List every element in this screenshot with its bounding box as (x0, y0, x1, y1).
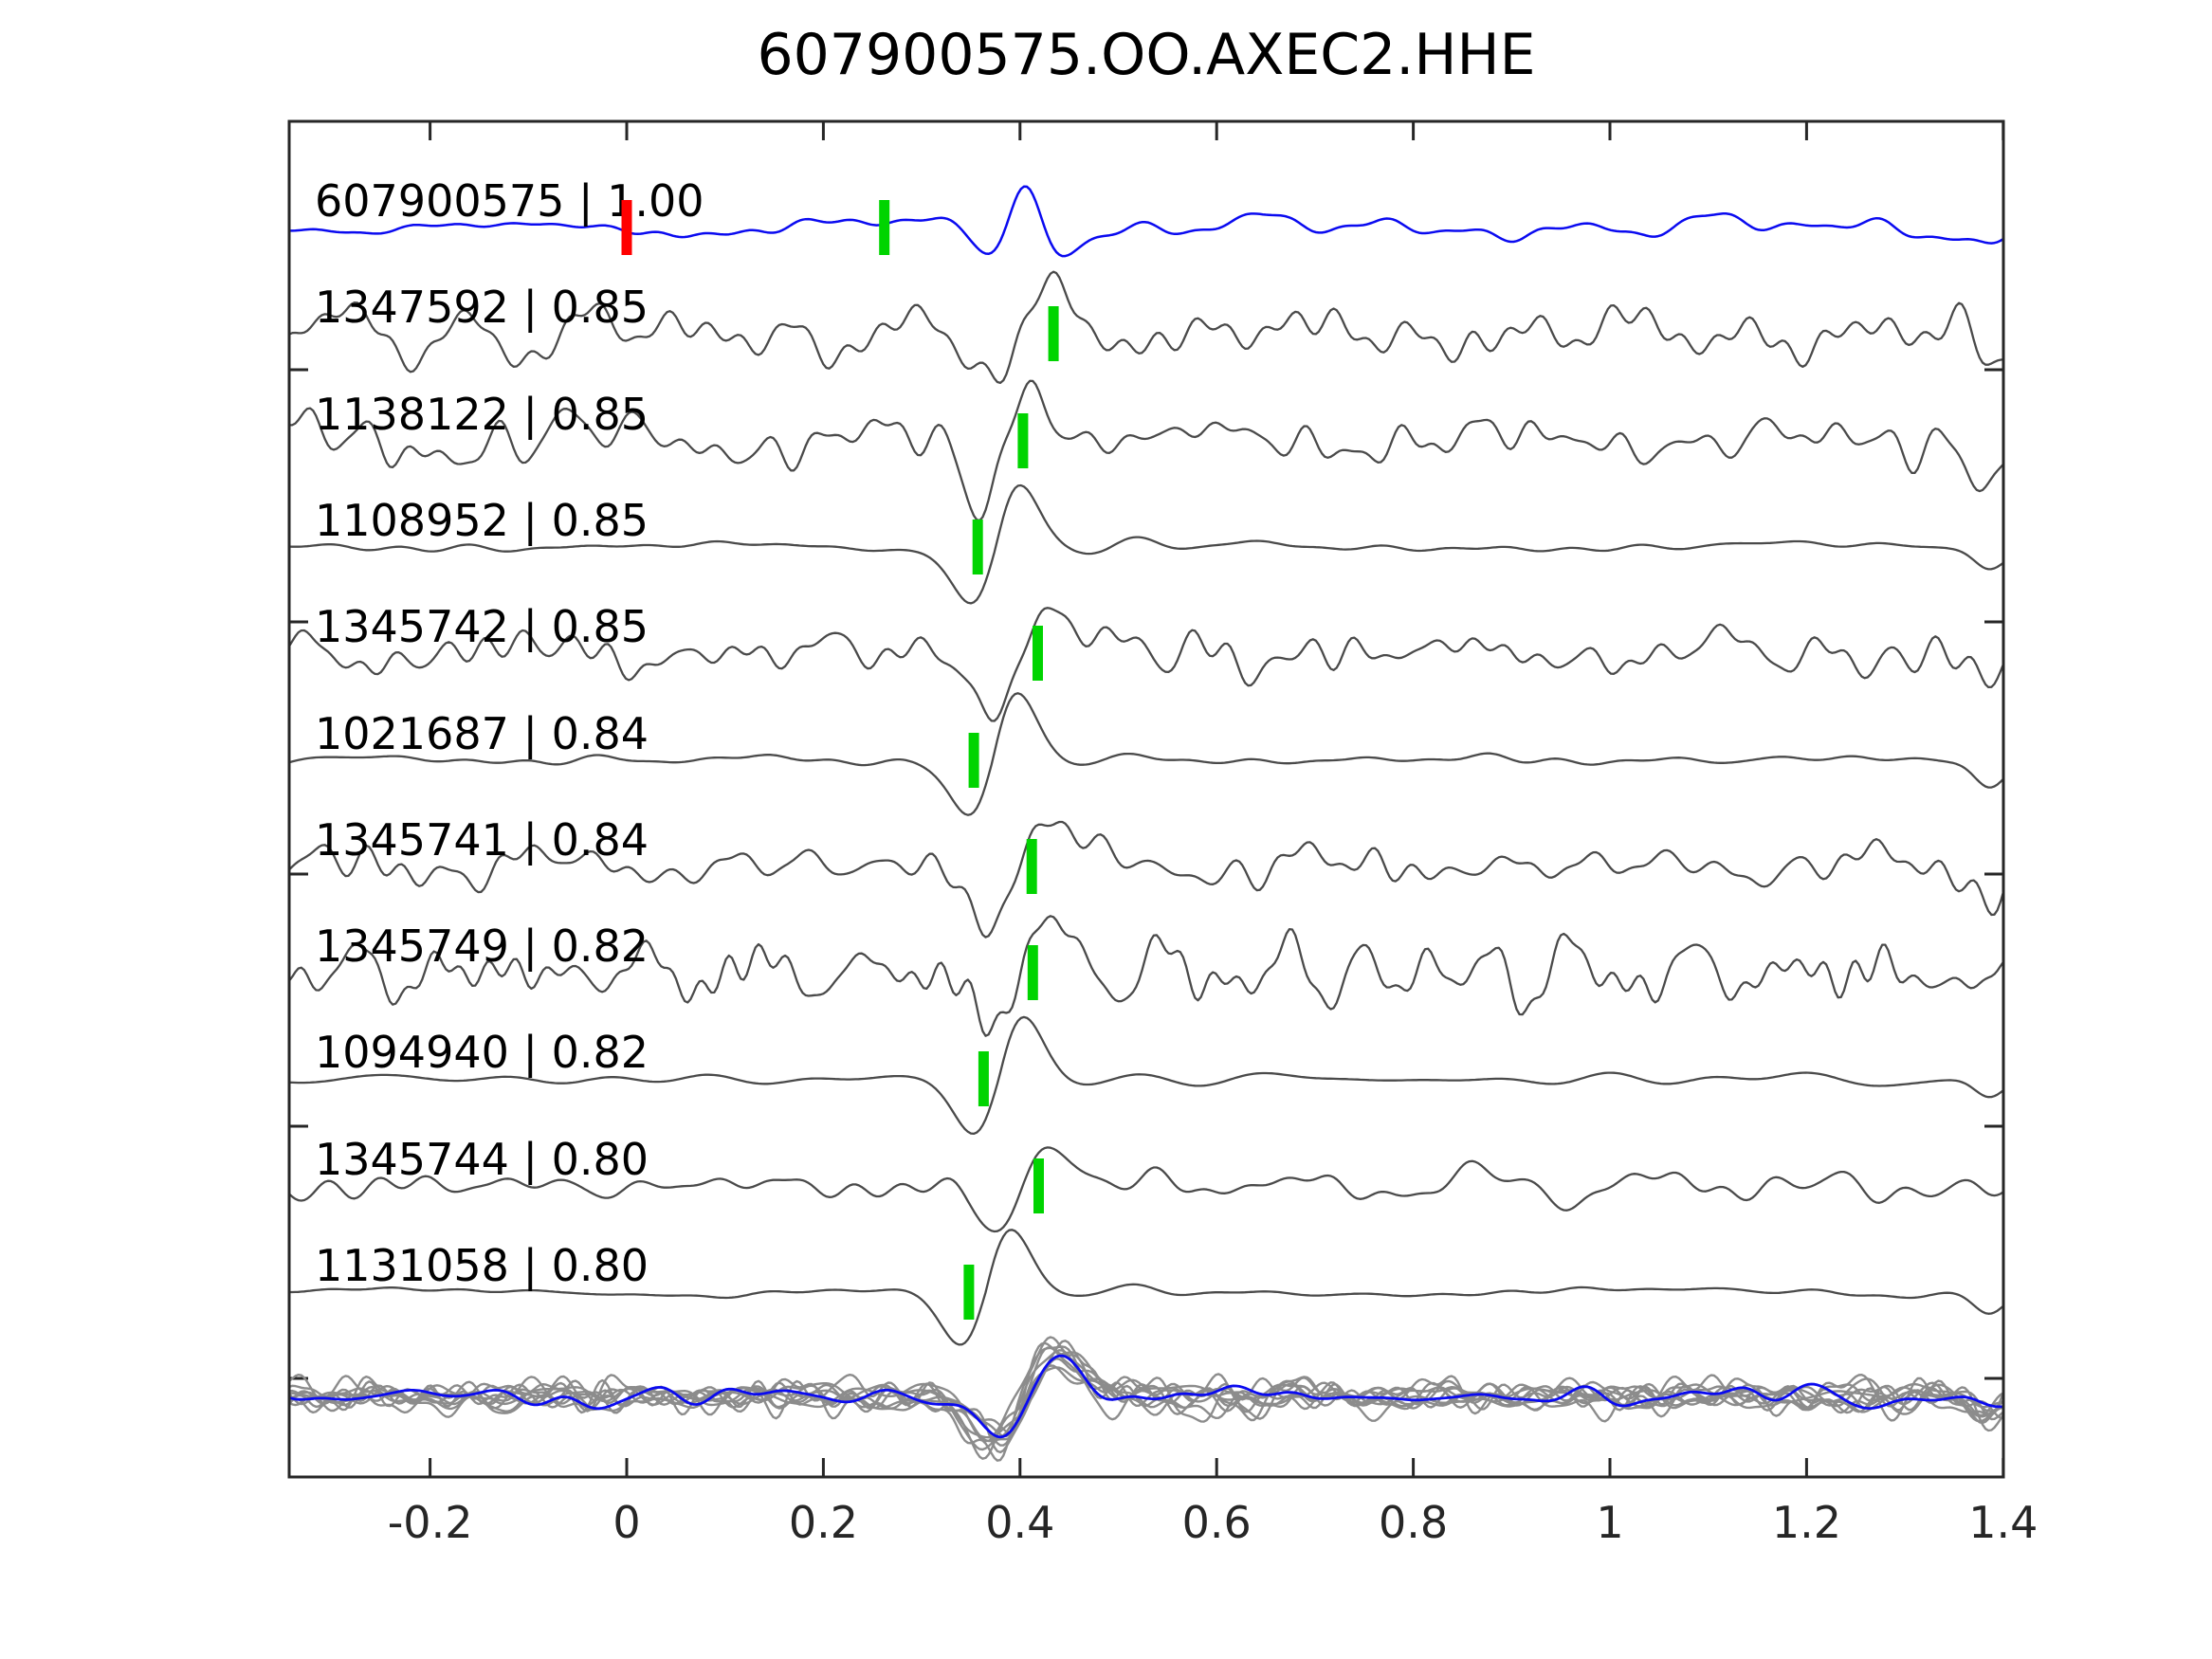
trace-path-1138122 (289, 379, 2003, 522)
trace-path-1347592 (289, 270, 2003, 385)
x-tick-label: 1.4 (1968, 1497, 2038, 1548)
trace-label-1094940: 1094940 | 0.82 (315, 1027, 649, 1079)
trace-label-1138122: 1138122 | 0.85 (315, 389, 649, 441)
trace-label-1347592: 1347592 | 0.85 (315, 282, 649, 334)
pick-marker-1108952 (972, 520, 983, 574)
x-tick-label: 0 (612, 1497, 640, 1548)
template-pick-marker-607900575 (621, 200, 632, 255)
trace-label-1345741: 1345741 | 0.84 (315, 814, 649, 866)
pick-marker-1347592 (1048, 306, 1059, 361)
trace-path-1345749 (289, 915, 2003, 1037)
trace-path-1021687 (289, 692, 2003, 816)
pick-marker-1131058 (963, 1265, 975, 1320)
plot-border (287, 119, 2005, 1479)
overlay-template-trace (289, 1354, 2003, 1439)
trace-label-607900575: 607900575 | 1.00 (315, 175, 704, 228)
axes-layer: -0.2 0 0.2 0.4 0.6 0.8 1 1.2 1.4 (289, 121, 2038, 1548)
trace-path-1345742 (289, 607, 2003, 722)
pick-marker-1345744 (1033, 1158, 1044, 1213)
x-tick-label: 1.2 (1772, 1497, 1841, 1548)
waveform-layer (289, 185, 2003, 1462)
trace-path-1345744 (289, 1146, 2003, 1233)
x-tick-label: 0.8 (1379, 1497, 1448, 1548)
x-tick-label: 0.6 (1182, 1497, 1252, 1548)
trace-label-1021687: 1021687 | 0.84 (315, 708, 649, 760)
pick-marker-1345741 (1026, 839, 1037, 894)
trace-label-1345742: 1345742 | 0.85 (315, 601, 649, 653)
pick-marker-1345749 (1027, 945, 1038, 1000)
trace-path-1345741 (289, 820, 2003, 939)
pick-marker-1021687 (968, 733, 979, 788)
trace-path-1131058 (289, 1229, 2003, 1346)
pick-marker-layer (621, 200, 1059, 1320)
trace-label-1108952: 1108952 | 0.85 (315, 495, 649, 547)
trace-label-layer: 607900575 | 1.00 1347592 | 0.85 1138122 | … (315, 175, 704, 1292)
pick-marker-1138122 (1017, 413, 1029, 468)
overlay-gray-trace (289, 1341, 2003, 1451)
pick-marker-607900575 (879, 200, 890, 255)
trace-path-1094940 (289, 1015, 2003, 1136)
pick-marker-1345742 (1033, 626, 1043, 681)
x-tick-label: -0.2 (388, 1497, 473, 1548)
x-tick-label: 0.2 (789, 1497, 858, 1548)
trace-path-1108952 (289, 483, 2003, 605)
trace-label-1131058: 1131058 | 0.80 (315, 1240, 649, 1292)
trace-path-607900575 (289, 185, 2003, 258)
pick-marker-1094940 (978, 1051, 989, 1106)
plot-border-layer (287, 119, 2005, 1479)
x-tick-label: 0.4 (985, 1497, 1054, 1548)
x-tick-label: 1 (1596, 1497, 1623, 1548)
trace-label-1345744: 1345744 | 0.80 (315, 1134, 649, 1186)
trace-label-1345749: 1345749 | 0.82 (315, 921, 649, 973)
figure-title: 607900575.OO.AXEC2.HHE (757, 22, 1535, 88)
